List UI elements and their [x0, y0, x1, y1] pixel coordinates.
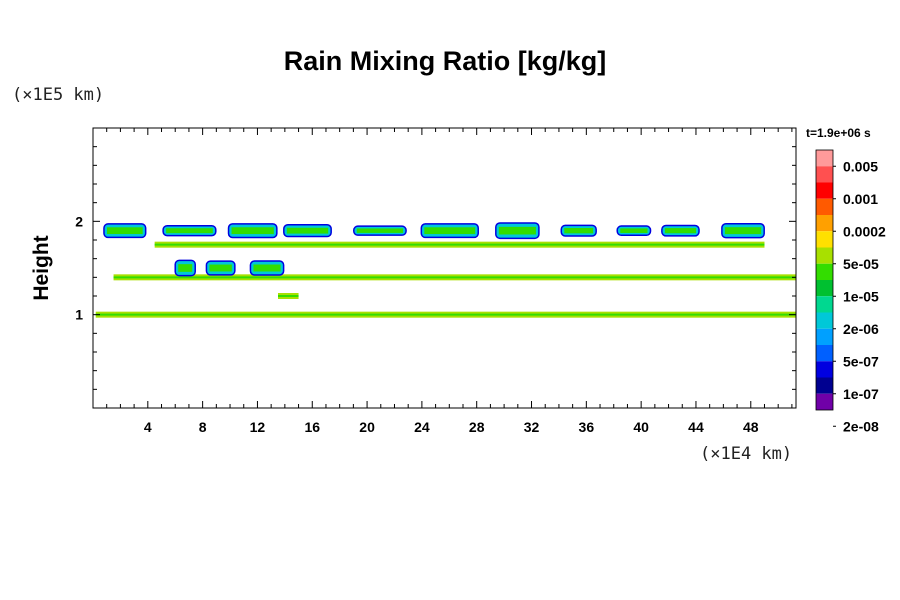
colorbar-swatch [816, 166, 833, 183]
colorbar-swatch [816, 312, 833, 329]
x-tick-label: 28 [469, 419, 485, 435]
colorbar-swatch [816, 182, 833, 199]
rain-cell-core [178, 264, 193, 272]
colorbar-swatch [816, 231, 833, 248]
x-tick-label: 24 [414, 419, 430, 435]
colorbar-swatch [816, 247, 833, 264]
rain-cell-core [424, 227, 476, 235]
colorbar-swatch [816, 150, 833, 167]
rain-cell-core [166, 228, 213, 234]
rain-cell-core [724, 227, 762, 235]
rain-cell-core [664, 228, 697, 234]
colorbar-swatch [816, 215, 833, 232]
rain-cell-core [498, 226, 536, 235]
x-tick-label: 40 [633, 419, 649, 435]
rain-cell-core [231, 227, 274, 235]
rain-cell-core [620, 228, 648, 233]
y-tick-label: 2 [75, 213, 83, 229]
x-tick-label: 16 [304, 419, 320, 435]
x-tick-label: 44 [688, 419, 704, 435]
colorbar-label: 0.005 [843, 158, 878, 174]
y-axis-unit: (×1E5 km) [12, 85, 105, 105]
chart-title: Rain Mixing Ratio [kg/kg] [283, 46, 607, 76]
colorbar-swatch [816, 393, 833, 410]
y-tick-label: 1 [75, 307, 83, 323]
colorbar-swatch [816, 345, 833, 362]
x-axis-unit: (×1E4 km) [700, 444, 793, 464]
colorbar-swatch [816, 280, 833, 297]
colorbar-swatch [816, 361, 833, 378]
rain-cell-core [564, 227, 594, 234]
x-tick-label: 12 [250, 419, 266, 435]
colorbar-label: 0.0002 [843, 223, 886, 239]
colorbar-frame [815, 149, 834, 411]
plot-frame [92, 127, 797, 409]
x-tick-label: 4 [144, 419, 152, 435]
colorbar-label: 2e-06 [843, 321, 879, 337]
colorbar-swatch [816, 263, 833, 280]
colorbar-swatch [816, 377, 833, 394]
colorbar-label: 0.001 [843, 191, 878, 207]
rain-cell-core [253, 264, 281, 272]
x-tick-label: 8 [199, 419, 207, 435]
colorbar-label: 5e-07 [843, 353, 879, 369]
colorbar-swatch [816, 328, 833, 345]
rain-cell-core [356, 228, 404, 233]
colorbar-label: 1e-05 [843, 288, 879, 304]
x-tick-label: 48 [743, 419, 759, 435]
time-label: t=1.9e+06 s [806, 126, 871, 140]
x-tick-label: 36 [579, 419, 595, 435]
x-tick-label: 20 [359, 419, 375, 435]
colorbar-label: 1e-07 [843, 386, 879, 402]
colorbar-swatch [816, 198, 833, 215]
rain-cell-core [286, 227, 329, 234]
rain-cell-core [106, 227, 143, 235]
colorbar-swatch [816, 296, 833, 313]
colorbar-label: 2e-08 [843, 418, 879, 434]
rain-cell-core [209, 264, 232, 272]
colorbar-label: 5e-05 [843, 256, 879, 272]
x-tick-label: 32 [524, 419, 540, 435]
